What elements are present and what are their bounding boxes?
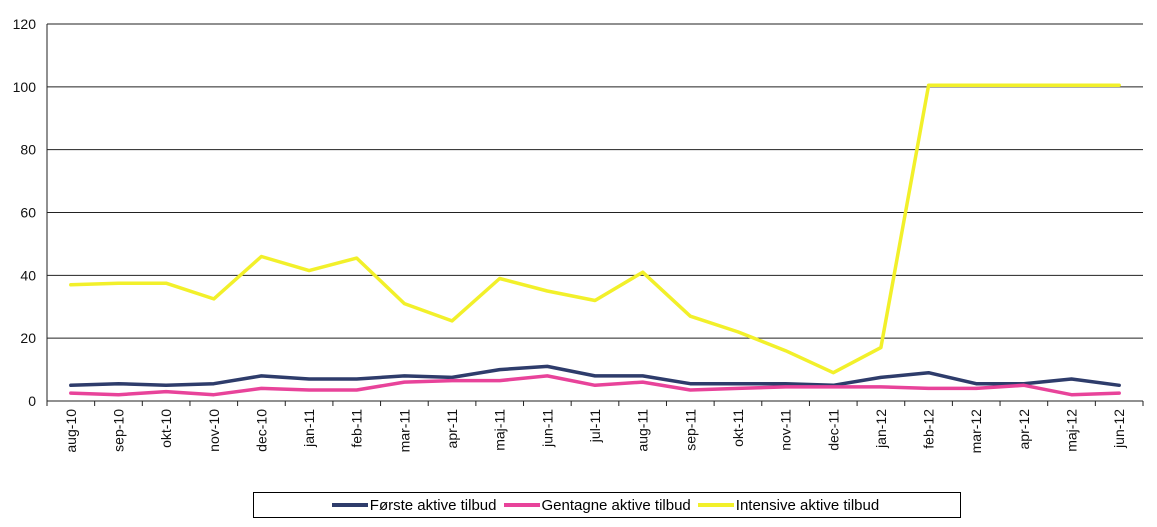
x-tick-label: okt-11: [730, 409, 746, 447]
x-tick-label: mar-12: [968, 409, 984, 454]
x-tick-label: maj-11: [492, 409, 508, 451]
legend-item-intensive: Intensive aktive tilbud: [697, 496, 880, 514]
y-tick-label: 0: [28, 393, 36, 409]
x-tick-label: mar-11: [396, 409, 412, 453]
x-tick-label: apr-11: [444, 409, 460, 449]
series-line-2: [69, 83, 1121, 375]
legend-item-repeated: Gentagne aktive tilbud: [503, 496, 691, 514]
x-tick-label: maj-12: [1064, 409, 1080, 452]
legend-label-repeated: Gentagne aktive tilbud: [541, 496, 691, 514]
x-tick-label: jun-12: [1111, 409, 1127, 449]
x-tick-label: feb-11: [349, 409, 365, 448]
x-tick-label: dec-10: [253, 409, 269, 452]
x-tick-label: apr-12: [1016, 409, 1032, 450]
series-line-0: [69, 364, 1121, 388]
y-tick-label: 60: [20, 205, 36, 221]
x-tick-label: jan-11: [301, 409, 317, 448]
x-tick-label: jul-11: [587, 409, 603, 443]
y-tick-label: 40: [20, 267, 36, 283]
series-line-1: [69, 374, 1121, 397]
x-tick-label: dec-11: [825, 409, 841, 451]
grid-lines: [47, 23, 1143, 339]
x-tick-label: okt-10: [158, 409, 174, 448]
x-tick-label: nov-11: [778, 409, 794, 451]
y-tick-label: 120: [13, 16, 37, 32]
x-tick-label: jun-11: [539, 409, 555, 448]
x-tick-label: feb-12: [921, 409, 937, 449]
y-tick-labels: 0 20 40 60 80 100 120: [13, 16, 37, 409]
y-tick-label: 100: [13, 79, 37, 95]
legend-swatch-first: [331, 503, 368, 507]
x-tick-label: aug-10: [63, 409, 79, 453]
legend: Første aktive tilbud Gentagne aktive til…: [253, 492, 961, 518]
x-tick-label: sep-11: [682, 409, 698, 451]
x-tick-label: aug-11: [635, 409, 651, 452]
legend-swatch-intensive: [697, 503, 734, 507]
series-lines: [69, 83, 1121, 397]
x-tick-label: jan-12: [873, 409, 889, 449]
y-tick-label: 20: [20, 330, 36, 346]
x-tick-label: sep-10: [110, 409, 126, 452]
axes: [46, 24, 1144, 406]
legend-item-first: Første aktive tilbud: [331, 496, 497, 514]
legend-label-intensive: Intensive aktive tilbud: [735, 496, 880, 514]
y-tick-label: 80: [20, 142, 36, 158]
x-tick-labels: aug-10 sep-10 okt-10 nov-10 dec-10 jan-11 feb-…: [63, 409, 1127, 454]
legend-swatch-repeated: [503, 503, 540, 507]
x-tick-label: nov-10: [206, 409, 222, 452]
legend-label-first: Første aktive tilbud: [369, 496, 497, 514]
